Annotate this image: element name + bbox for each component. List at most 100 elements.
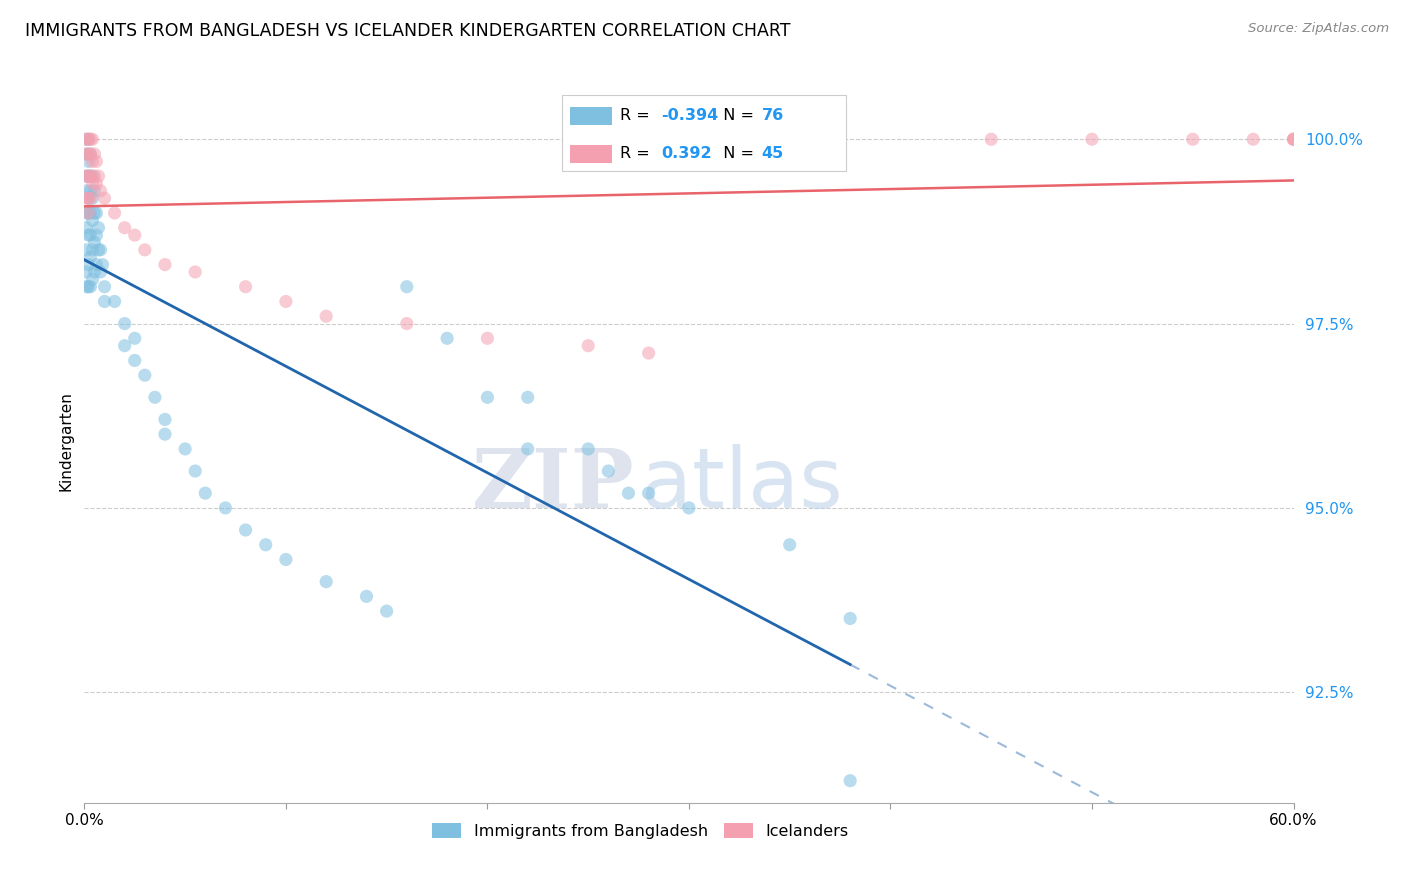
Point — [75, 243, 97, 257]
FancyBboxPatch shape — [571, 145, 612, 163]
Point — [516, 442, 538, 456]
Point — [598, 464, 620, 478]
Point — [124, 331, 146, 345]
Point — [77, 279, 100, 293]
Point — [436, 331, 458, 345]
Point — [75, 279, 97, 293]
Point — [77, 169, 100, 183]
Point — [79, 169, 101, 183]
Point — [134, 368, 156, 383]
Point — [104, 294, 127, 309]
Point — [79, 191, 101, 205]
Point — [93, 294, 115, 309]
Point — [477, 331, 499, 345]
Point — [79, 206, 101, 220]
Point — [104, 206, 127, 220]
Point — [83, 169, 105, 183]
Text: N =: N = — [713, 109, 759, 123]
Point — [82, 272, 104, 286]
Y-axis label: Kindergarten: Kindergarten — [58, 392, 73, 491]
Text: 76: 76 — [762, 109, 783, 123]
Point — [114, 317, 136, 331]
Point — [75, 147, 97, 161]
Point — [89, 265, 111, 279]
Point — [980, 132, 1002, 146]
Point — [82, 191, 104, 205]
Point — [114, 220, 136, 235]
Text: Source: ZipAtlas.com: Source: ZipAtlas.com — [1249, 22, 1389, 36]
Point — [153, 427, 176, 442]
Point — [477, 390, 499, 404]
Point — [83, 184, 105, 198]
Point — [516, 390, 538, 404]
Point — [174, 442, 197, 456]
Point — [779, 538, 801, 552]
Point — [77, 191, 100, 205]
Point — [75, 265, 97, 279]
Point — [1181, 132, 1204, 146]
Text: R =: R = — [620, 146, 659, 161]
Text: ZIP: ZIP — [472, 445, 634, 524]
Point — [75, 132, 97, 146]
Point — [83, 147, 105, 161]
Point — [77, 191, 100, 205]
Legend: Immigrants from Bangladesh, Icelanders: Immigrants from Bangladesh, Icelanders — [426, 817, 855, 846]
Point — [77, 147, 100, 161]
Point — [77, 206, 100, 220]
Point — [82, 154, 104, 169]
Point — [1081, 132, 1104, 146]
Point — [214, 500, 236, 515]
Point — [153, 412, 176, 426]
Text: IMMIGRANTS FROM BANGLADESH VS ICELANDER KINDERGARTEN CORRELATION CHART: IMMIGRANTS FROM BANGLADESH VS ICELANDER … — [25, 22, 790, 40]
Point — [134, 243, 156, 257]
Point — [637, 346, 659, 360]
Point — [83, 206, 105, 220]
Point — [124, 228, 146, 243]
Point — [82, 243, 104, 257]
Point — [678, 500, 700, 515]
Point — [395, 279, 418, 293]
Point — [274, 294, 297, 309]
Text: atlas: atlas — [641, 444, 842, 525]
Point — [77, 258, 100, 272]
Point — [79, 132, 101, 146]
Point — [89, 243, 111, 257]
Point — [77, 169, 100, 183]
Point — [77, 132, 100, 146]
Point — [83, 265, 105, 279]
Point — [83, 235, 105, 250]
Point — [114, 339, 136, 353]
Point — [274, 552, 297, 566]
Point — [79, 184, 101, 198]
Text: 45: 45 — [762, 146, 783, 161]
Point — [356, 590, 378, 604]
Point — [87, 243, 110, 257]
Point — [75, 169, 97, 183]
Point — [1282, 132, 1305, 146]
Point — [839, 611, 862, 625]
Point — [617, 486, 640, 500]
Point — [839, 773, 862, 788]
FancyBboxPatch shape — [562, 95, 846, 170]
Text: N =: N = — [713, 146, 759, 161]
Point — [315, 574, 337, 589]
Point — [82, 132, 104, 146]
Point — [637, 486, 659, 500]
Point — [77, 154, 100, 169]
Point — [77, 206, 100, 220]
Text: 0.392: 0.392 — [661, 146, 711, 161]
Text: -0.394: -0.394 — [661, 109, 718, 123]
Point — [77, 228, 100, 243]
Point — [576, 442, 599, 456]
Point — [87, 220, 110, 235]
Point — [153, 258, 176, 272]
Point — [89, 184, 111, 198]
Text: R =: R = — [620, 109, 655, 123]
Point — [86, 258, 108, 272]
Point — [315, 309, 337, 323]
Point — [93, 191, 115, 205]
Point — [124, 353, 146, 368]
Point — [82, 169, 104, 183]
Point — [79, 169, 101, 183]
Point — [75, 220, 97, 235]
